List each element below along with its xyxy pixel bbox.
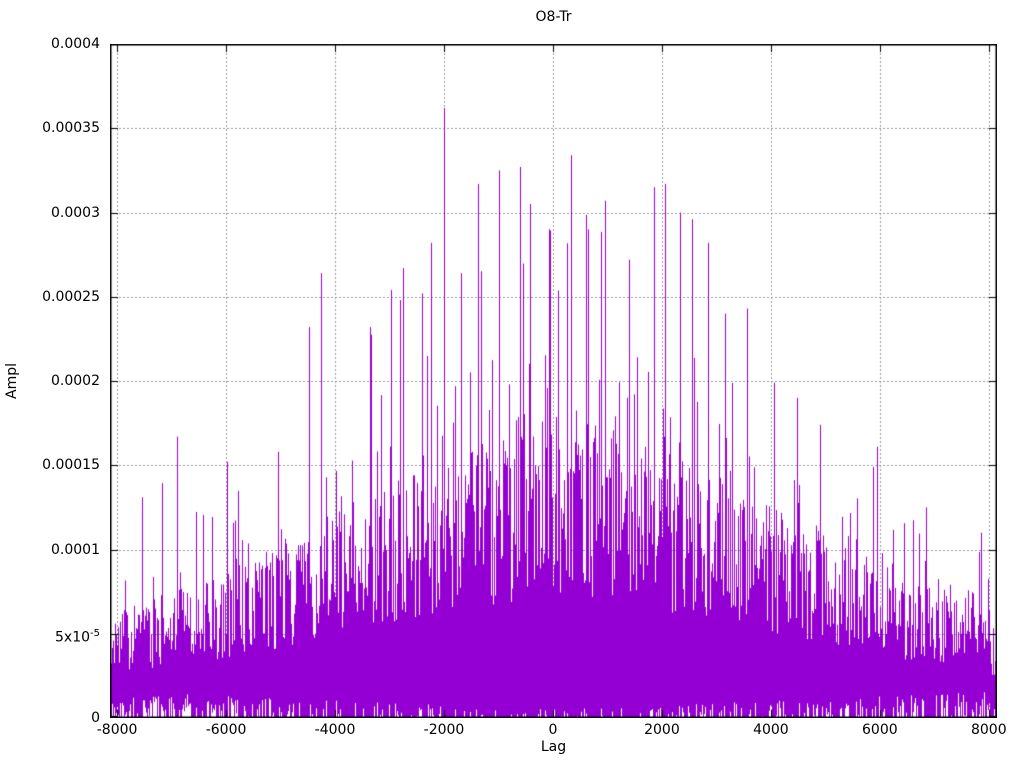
x-tick-label: 4000	[753, 722, 789, 738]
y-tick-label: 0.0001	[51, 541, 100, 558]
x-tick-label: 8000	[970, 722, 1007, 738]
y-tick-label: 0.00015	[42, 457, 100, 474]
x-tick-label: 2000	[644, 722, 680, 738]
y-tick-label: 0.0004	[51, 36, 100, 52]
y-tick-label: 0.0003	[51, 204, 100, 221]
x-tick-label: -8000	[96, 722, 138, 738]
y-axis-label: Ampl	[4, 363, 20, 399]
x-tick-label: -2000	[423, 722, 465, 738]
y-tick-label: 0.0002	[51, 373, 100, 389]
y-tick-label: 0.00025	[42, 288, 100, 305]
x-axis-label: Lag	[540, 739, 567, 755]
y-tick-label: 0.00035	[42, 120, 100, 137]
plot-area-canvas	[110, 44, 997, 718]
y-tick-label: 5x10-5	[55, 627, 100, 646]
x-tick-label: -4000	[314, 722, 356, 738]
x-tick-label: 6000	[862, 722, 898, 738]
y-tick-label: 0	[91, 710, 100, 726]
chart-title: O8-Tr	[535, 9, 572, 25]
x-tick-label: -6000	[205, 722, 247, 738]
x-tick-label: 0	[548, 722, 558, 738]
